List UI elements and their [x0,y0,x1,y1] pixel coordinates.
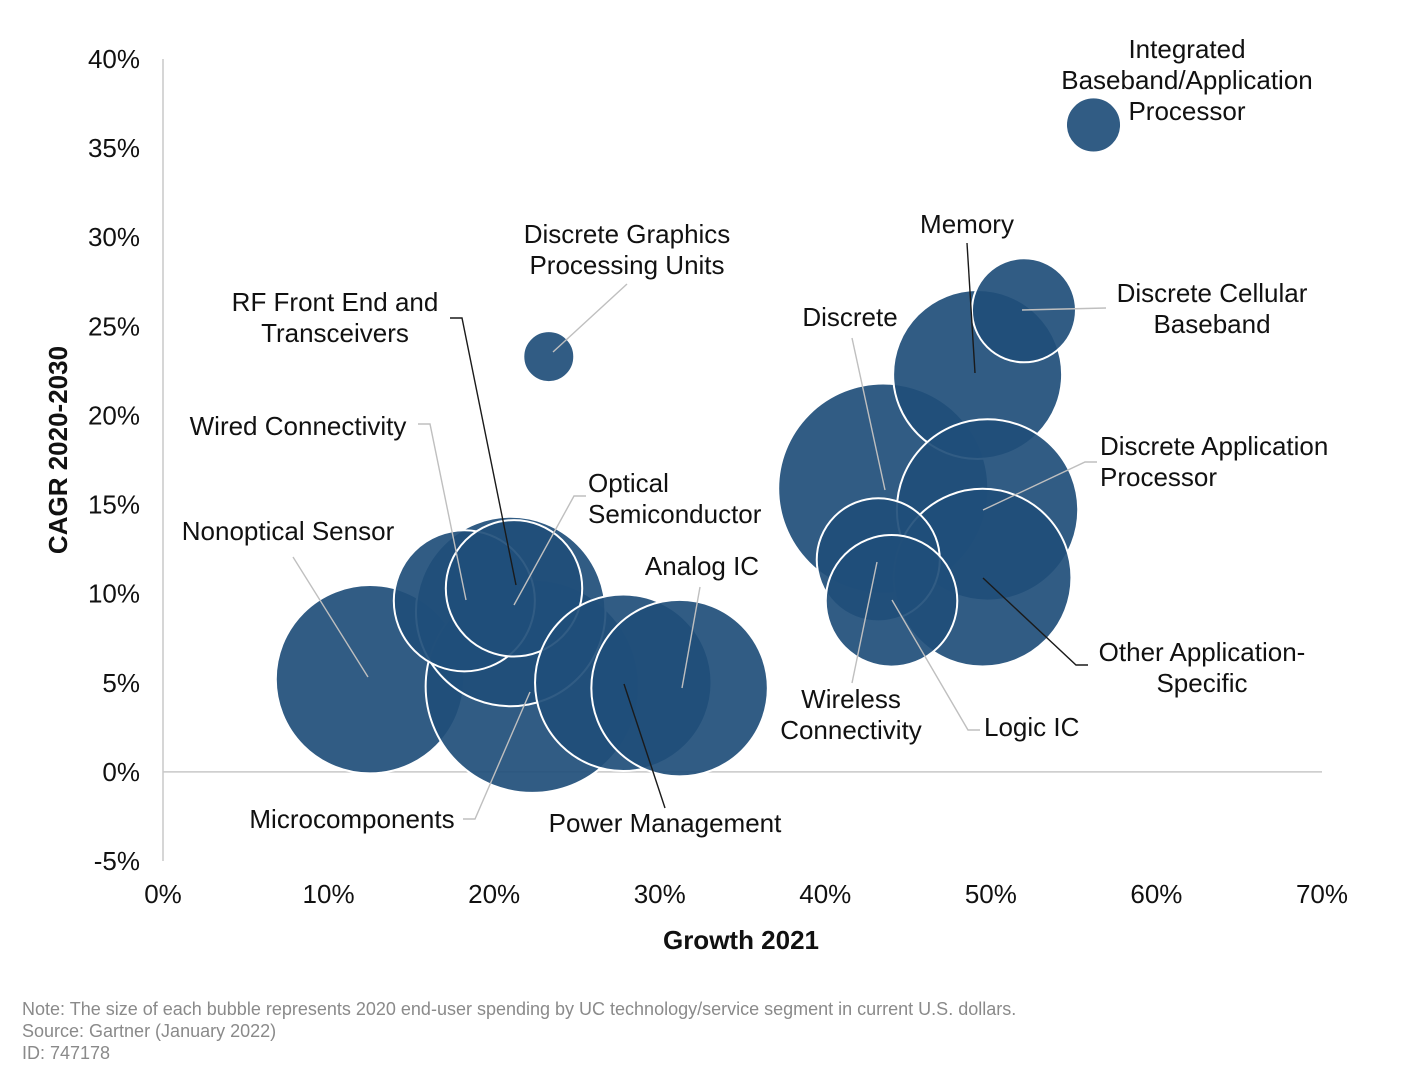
label-analog-ic: Analog IC [645,551,759,581]
bubble-layer [274,96,1123,794]
label-other-application-specific: Other Application-Specific [1099,637,1306,698]
y-tick-label: 10% [88,579,140,609]
label-rf-front-end-and-transceivers: RF Front End and Transceivers [232,287,439,348]
y-tick-label: 15% [88,490,140,520]
label-line: Optical [588,468,669,498]
leader-line-wired-connectivity [418,423,467,601]
y-tick-label: -5% [94,846,140,876]
y-axis-title: CAGR 2020-2030 [43,346,73,554]
label-discrete: Discrete [802,302,897,332]
x-tick-label: 10% [303,879,355,909]
label-line: Transceivers [261,318,409,348]
bubble-integrated-baseband-application-processor [1064,96,1123,154]
y-tick-label: 30% [88,222,140,252]
label-discrete-cellular-baseband: Discrete Cellular Baseband [1117,278,1308,339]
label-line: Baseband [1153,309,1270,339]
y-tick-label: 40% [88,44,140,74]
footnote-source: Source: Gartner (January 2022) [22,1021,277,1041]
label-wired-connectivity: Wired Connectivity [190,411,407,441]
y-tick-label: 0% [102,757,140,787]
leader-line-rf-front-end-and-transceivers [450,317,517,586]
label-logic-ic: Logic IC [984,712,1079,742]
label-line: Nonoptical Sensor [182,516,395,546]
leader-line-discrete [851,337,886,491]
label-line: Specific [1156,668,1247,698]
chart-footnotes: Note: The size of each bubble represents… [22,998,1016,1064]
label-line: Power Management [549,808,782,838]
x-tick-label: 30% [634,879,686,909]
label-memory: Memory [920,209,1014,239]
label-optical-semiconductor: Optical Semiconductor [588,468,762,529]
x-tick-label: 20% [468,879,520,909]
label-line: Discrete [802,302,897,332]
label-wireless-connectivity: Wireless Connectivity [780,684,922,745]
label-line: Semiconductor [588,499,762,529]
leader-line-discrete-graphics-processing-units [552,283,628,353]
leader-line-microcomponents [463,691,531,820]
label-line: Integrated [1128,34,1245,64]
label-line: Memory [920,209,1014,239]
leader-line-optical-semiconductor [513,495,586,606]
label-line: Microcomponents [249,804,454,834]
leader-lines [292,242,1107,820]
leader-line-logic-ic [891,599,980,731]
leader-line-other-application-specific [982,577,1088,666]
label-nonoptical-sensor: Nonoptical Sensor [182,516,395,546]
leader-line-discrete-application-processor [982,461,1097,511]
x-tick-label: 70% [1296,879,1348,909]
footnote-note: Note: The size of each bubble represents… [22,999,1017,1019]
label-line: Processing Units [529,250,724,280]
leader-line-discrete-cellular-baseband [1021,307,1107,311]
y-tick-label: 5% [102,668,140,698]
bubble-optical-semiconductor [444,519,584,658]
x-tick-label: 60% [1130,879,1182,909]
chart-axes: 40%35%30%25%20%15%10%5%0%-5%0% 10% 20% 30% 4… [88,44,1348,909]
label-discrete-application-processor: Discrete Application Processor [1100,431,1328,492]
bubble-labels: Nonoptical Sensor Microcomponents RF Front… [182,34,1329,838]
leader-line-wireless-connectivity [851,561,878,684]
label-line: Discrete Application [1100,431,1328,461]
leader-line-memory [966,242,976,374]
label-line: Discrete Cellular [1117,278,1308,308]
y-tick-label: 35% [88,133,140,163]
x-tick-label: 0% [144,879,182,909]
leader-line-analog-ic [681,586,701,689]
label-discrete-graphics-processing-units: Discrete Graphics Processing Units [524,219,731,280]
label-integrated-baseband-application-processor: Integrated Baseband/Application Processor [1061,34,1313,126]
label-line: Other Application- [1099,637,1306,667]
label-microcomponents: Microcomponents [249,804,454,834]
label-line: Baseband/Application [1061,65,1313,95]
y-tick-label: 25% [88,311,140,341]
label-line: Processor [1100,462,1217,492]
label-power-management: Power Management [549,808,782,838]
footnote-id: ID: 747178 [22,1043,111,1063]
y-tick-label: 20% [88,400,140,430]
label-line: Wireless [801,684,901,714]
leader-line-power-management [623,683,666,809]
label-line: Logic IC [984,712,1079,742]
x-tick-label: 40% [799,879,851,909]
bubble-logic-ic [824,534,959,668]
x-tick-label: 50% [965,879,1017,909]
leader-line-nonoptical-sensor [292,556,369,678]
x-axis-title: Growth 2021 [663,925,819,955]
label-line: Discrete Graphics [524,219,731,249]
bubble-chart: 40%35%30%25%20%15%10%5%0%-5%0% 10% 20% 30% 4… [43,34,1348,955]
label-line: Processor [1128,96,1245,126]
label-line: Connectivity [780,715,922,745]
bubble-analog-ic [590,598,769,778]
label-line: Analog IC [645,551,759,581]
label-line: Wired Connectivity [190,411,407,441]
label-line: RF Front End and [232,287,439,317]
